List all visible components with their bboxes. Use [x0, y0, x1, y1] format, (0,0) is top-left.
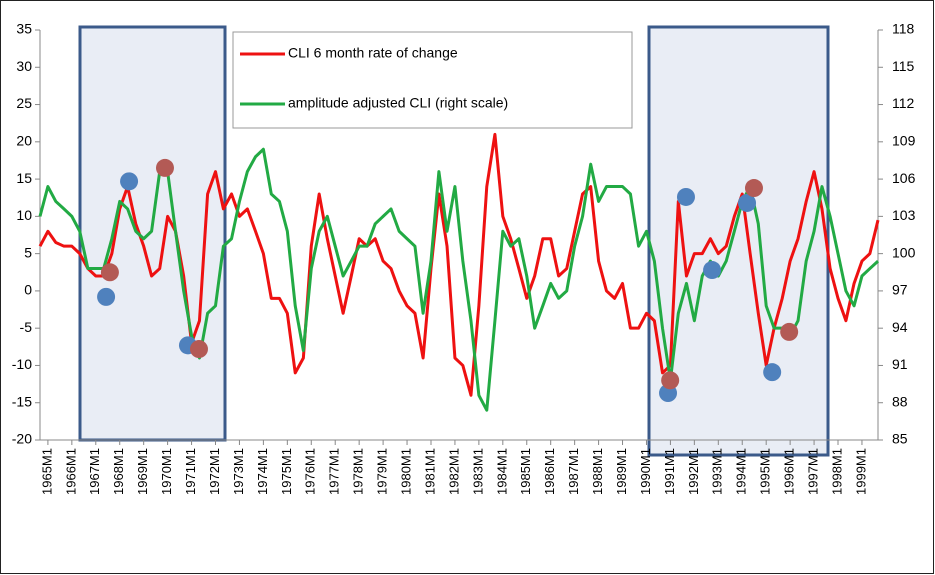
- highlight-point: [703, 261, 722, 280]
- x-tick-label: 1993M1: [710, 448, 725, 495]
- legend: [232, 31, 633, 129]
- x-tick-label: 1969M1: [135, 448, 150, 495]
- y2-tick-label: 91: [892, 356, 908, 372]
- y2-tick-label: 115: [892, 58, 915, 74]
- x-tick-label: 1982M1: [446, 448, 461, 495]
- x-tick-label: 1975M1: [279, 448, 294, 495]
- highlight-point: [189, 340, 208, 359]
- x-tick-label: 1983M1: [470, 448, 485, 495]
- y2-tick-label: 100: [892, 244, 916, 260]
- x-tick-label: 1971M1: [183, 448, 198, 495]
- y-tick-label: 0: [24, 282, 32, 298]
- x-tick-label: 1992M1: [686, 448, 701, 495]
- highlight-point: [100, 263, 119, 282]
- highlight-box: [78, 25, 227, 442]
- x-tick-label: 1989M1: [614, 448, 629, 495]
- x-tick-label: 1967M1: [87, 448, 102, 495]
- x-tick-label: 1978M1: [351, 448, 366, 495]
- y-tick-label: 30: [16, 58, 32, 74]
- x-tick-label: 1994M1: [734, 448, 749, 495]
- x-tick-label: 1965M1: [39, 448, 54, 495]
- x-tick-label: 1995M1: [758, 448, 773, 495]
- y-tick-label: 10: [16, 207, 32, 223]
- x-tick-label: 1972M1: [207, 448, 222, 495]
- y-tick-label: -15: [12, 393, 32, 409]
- legend-label: CLI 6 month rate of change: [288, 45, 458, 61]
- y-tick-label: 5: [24, 244, 32, 260]
- y2-tick-label: 118: [892, 21, 915, 37]
- x-tick-label: 1985M1: [518, 448, 533, 495]
- x-tick-label: 1980M1: [398, 448, 413, 495]
- highlight-point: [120, 172, 139, 191]
- x-tick-label: 1987M1: [566, 448, 581, 495]
- y2-tick-label: 112: [892, 95, 915, 111]
- legend-label: amplitude adjusted CLI (right scale): [288, 95, 508, 111]
- x-tick-label: 1970M1: [159, 448, 174, 495]
- y2-tick-label: 103: [892, 207, 916, 223]
- plot-area: -20 -15 -10 -5 0 5 10 15 20 25 30 35 85 88 91 94 97 100 10…: [12, 21, 916, 495]
- y-tick-label: 35: [16, 21, 32, 37]
- y2-tick-label: 97: [892, 282, 908, 298]
- highlight-point: [155, 158, 174, 177]
- y2-tick-label: 109: [892, 133, 916, 149]
- y-tick-label: 15: [16, 170, 32, 186]
- x-tick-label: 1999M1: [853, 448, 868, 495]
- y-tick-label: 20: [16, 133, 32, 149]
- highlight-point: [780, 322, 799, 341]
- x-tick-label: 1988M1: [590, 448, 605, 495]
- x-tick-label: 1997M1: [806, 448, 821, 495]
- x-tick-label: 1973M1: [231, 448, 246, 495]
- x-tick-label: 1981M1: [422, 448, 437, 495]
- y-tick-label: -20: [12, 431, 32, 447]
- x-tick-label: 1968M1: [111, 448, 126, 495]
- y2-tick-label: 88: [892, 393, 908, 409]
- x-tick-label: 1986M1: [542, 448, 557, 495]
- x-tick-label: 1991M1: [662, 448, 677, 495]
- y-tick-label: -10: [12, 356, 32, 372]
- highlight-point: [676, 187, 695, 206]
- x-tick-label: 1990M1: [638, 448, 653, 495]
- x-tick-label: 1984M1: [494, 448, 509, 495]
- x-tick-label: 1979M1: [375, 448, 390, 495]
- highlight-point: [744, 179, 763, 198]
- x-tick-label: 1977M1: [327, 448, 342, 495]
- y2-tick-label: 85: [892, 431, 908, 447]
- y2-tick-label: 106: [892, 170, 916, 186]
- highlight-point: [763, 363, 782, 382]
- x-tick-label: 1976M1: [303, 448, 318, 495]
- x-tick-label: 1974M1: [255, 448, 270, 495]
- series-line: [38, 147, 880, 412]
- x-tick-label: 1966M1: [63, 448, 78, 495]
- y2-tick-label: 94: [892, 319, 908, 335]
- x-tick-label: 1998M1: [829, 448, 844, 495]
- y-tick-label: 25: [16, 95, 32, 111]
- x-tick-label: 1996M1: [782, 448, 797, 495]
- y-tick-label: -5: [20, 319, 33, 335]
- highlight-point: [738, 193, 757, 212]
- highlight-point: [97, 287, 116, 306]
- highlight-point: [661, 371, 680, 390]
